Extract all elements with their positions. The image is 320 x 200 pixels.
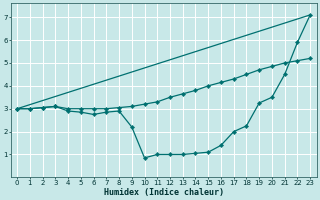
X-axis label: Humidex (Indice chaleur): Humidex (Indice chaleur) — [104, 188, 224, 197]
